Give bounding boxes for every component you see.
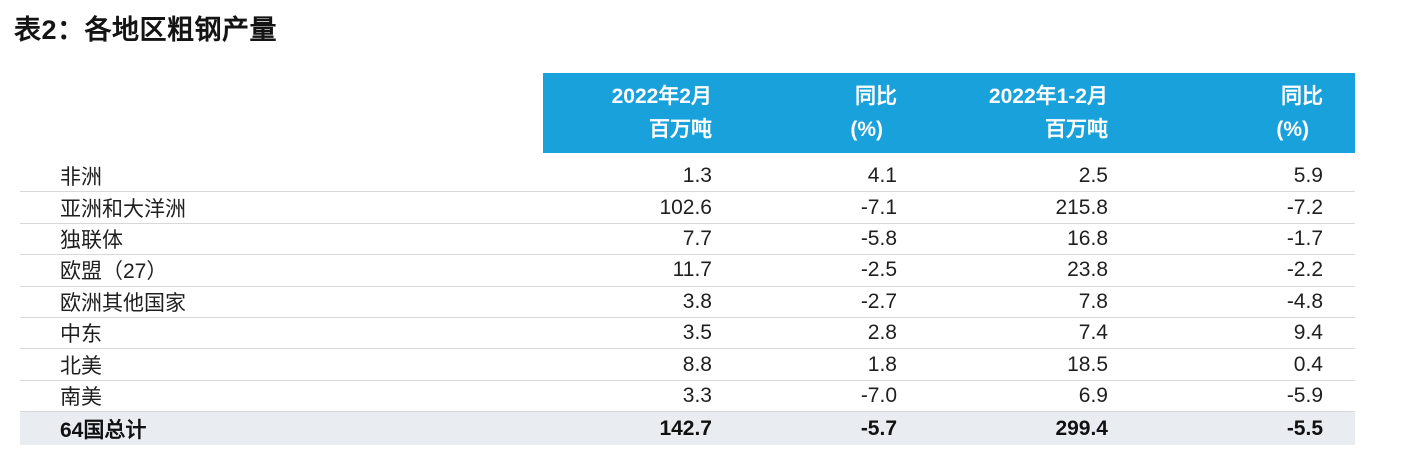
- value-cell: 2.5: [1078, 164, 1108, 188]
- total-value-cell: 299.4: [1055, 416, 1108, 440]
- value-cell: -2.7: [860, 289, 897, 313]
- header-feb-2022-line2: 百万吨: [649, 118, 712, 141]
- value-cell: 3.8: [682, 289, 712, 313]
- value-cell: -5.8: [860, 226, 897, 250]
- value-cell: 4.1: [867, 164, 897, 188]
- value-cell: 2.8: [867, 321, 897, 345]
- region-label: 欧洲其他国家: [60, 291, 186, 315]
- value-cell: -7.0: [860, 383, 897, 407]
- value-cell: -5.9: [1286, 383, 1323, 407]
- value-cell: 102.6: [659, 195, 712, 219]
- value-cell: 0.4: [1293, 352, 1323, 376]
- value-cell: -4.8: [1286, 289, 1323, 313]
- table-header-row: 2022年2月 百万吨 同比 (%) 2022年1-2月 百万吨 同比 (%): [20, 73, 1355, 153]
- region-label: 北美: [60, 354, 102, 378]
- header-jan-feb-2022: 2022年1-2月 百万吨: [897, 73, 1108, 153]
- header-right-spacer: [1323, 73, 1355, 153]
- total-value-cell: -5.5: [1286, 416, 1323, 440]
- header-yoy-2-line1: 同比: [1281, 85, 1323, 108]
- value-cell: -2.2: [1286, 258, 1323, 282]
- steel-production-table: 2022年2月 百万吨 同比 (%) 2022年1-2月 百万吨 同比 (%) …: [20, 73, 1355, 446]
- value-cell: 23.8: [1067, 258, 1108, 282]
- total-value-cell: -5.7: [860, 416, 897, 440]
- header-yoy-1: 同比 (%): [712, 73, 897, 153]
- table-row: 独联体 7.7 -5.8 16.8 -1.7: [20, 224, 1355, 256]
- region-label: 南美: [60, 385, 102, 409]
- region-label: 欧盟（27）: [60, 260, 168, 284]
- value-cell: -7.1: [860, 195, 897, 219]
- table-title: 表2：各地区粗钢产量: [14, 15, 278, 45]
- value-cell: 3.3: [682, 383, 712, 407]
- header-yoy-2: 同比 (%): [1108, 73, 1323, 153]
- table-row: 北美 8.8 1.8 18.5 0.4: [20, 349, 1355, 381]
- value-cell: 215.8: [1055, 195, 1108, 219]
- region-label: 非洲: [60, 166, 102, 190]
- region-label: 中东: [60, 323, 102, 347]
- header-yoy-1-line2: (%): [850, 118, 883, 141]
- value-cell: 7.4: [1078, 321, 1108, 345]
- total-label: 64国总计: [60, 418, 147, 442]
- table-row: 中东 3.5 2.8 7.4 9.4: [20, 318, 1355, 350]
- value-cell: 5.9: [1293, 164, 1323, 188]
- total-value-cell: 142.7: [659, 416, 712, 440]
- region-label: 亚洲和大洋洲: [60, 197, 186, 221]
- table-row: 欧盟（27） 11.7 -2.5 23.8 -2.2: [20, 255, 1355, 287]
- value-cell: 18.5: [1067, 352, 1108, 376]
- header-feb-2022-line1: 2022年2月: [611, 85, 712, 108]
- table-row: 非洲 1.3 4.1 2.5 5.9: [20, 161, 1355, 193]
- region-label: 独联体: [60, 228, 123, 252]
- value-cell: -1.7: [1286, 226, 1323, 250]
- value-cell: 7.8: [1078, 289, 1108, 313]
- header-jan-feb-2022-line2: 百万吨: [1045, 118, 1108, 141]
- table-row: 南美 3.3 -7.0 6.9 -5.9: [20, 381, 1355, 413]
- header-region-spacer: [20, 73, 543, 153]
- value-cell: 7.7: [682, 226, 712, 250]
- value-cell: 6.9: [1078, 383, 1108, 407]
- value-cell: -2.5: [860, 258, 897, 282]
- header-yoy-2-line2: (%): [1276, 118, 1309, 141]
- header-yoy-1-line1: 同比: [855, 85, 897, 108]
- value-cell: 1.8: [867, 352, 897, 376]
- table-total-row: 64国总计 142.7 -5.7 299.4 -5.5: [20, 412, 1355, 446]
- table-row: 亚洲和大洋洲 102.6 -7.1 215.8 -7.2: [20, 192, 1355, 224]
- table-row: 欧洲其他国家 3.8 -2.7 7.8 -4.8: [20, 287, 1355, 318]
- value-cell: 16.8: [1067, 226, 1108, 250]
- table-body: 非洲 1.3 4.1 2.5 5.9 亚洲和大洋洲 102.6 -7.1 215…: [20, 161, 1355, 446]
- value-cell: 3.5: [682, 321, 712, 345]
- header-feb-2022: 2022年2月 百万吨: [543, 73, 712, 153]
- value-cell: 9.4: [1293, 321, 1323, 345]
- value-cell: 1.3: [682, 164, 712, 188]
- value-cell: 8.8: [682, 352, 712, 376]
- header-jan-feb-2022-line1: 2022年1-2月: [988, 85, 1108, 108]
- value-cell: -7.2: [1286, 195, 1323, 219]
- value-cell: 11.7: [672, 258, 712, 282]
